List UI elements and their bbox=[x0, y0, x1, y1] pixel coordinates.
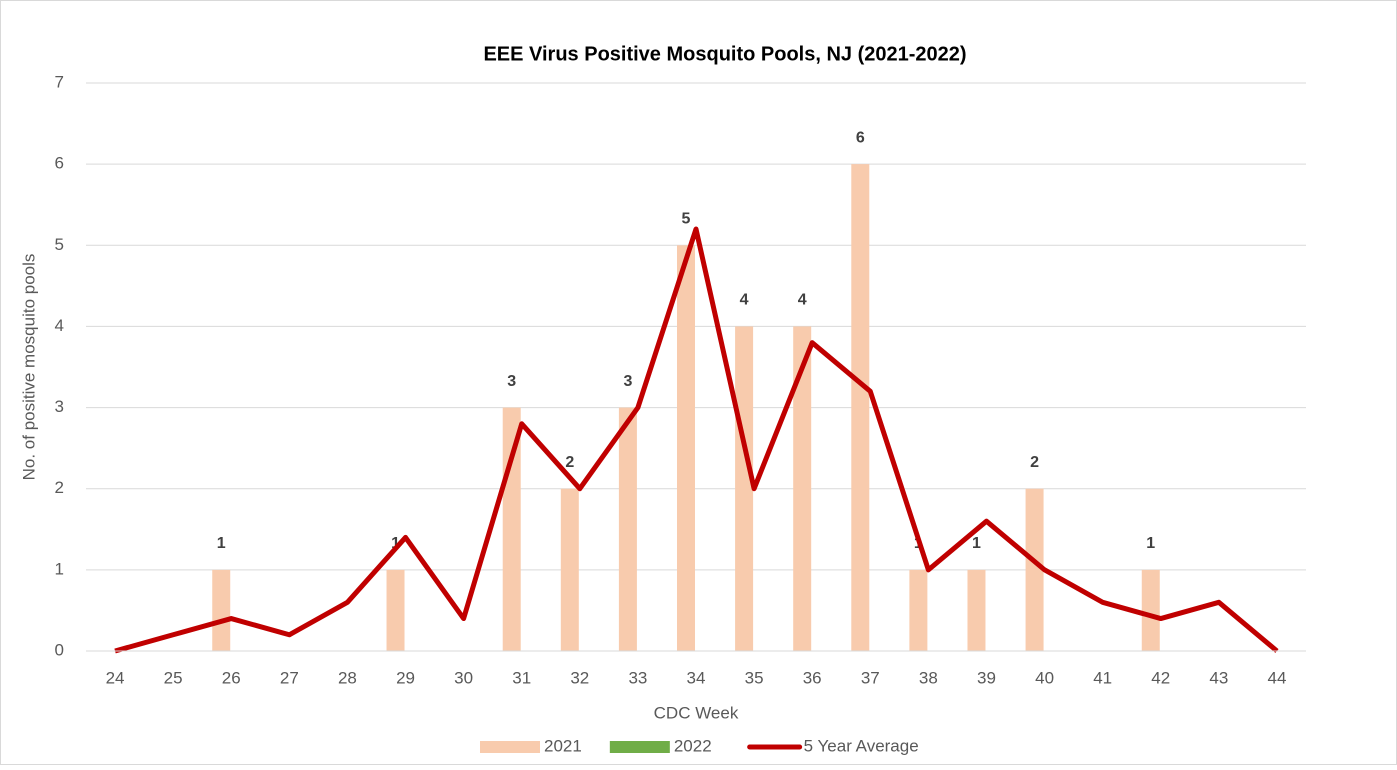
y-tick-label: 3 bbox=[55, 397, 64, 416]
data-label: 5 bbox=[682, 211, 691, 228]
bar bbox=[793, 326, 812, 651]
y-tick-label: 5 bbox=[55, 235, 64, 254]
x-axis-label: CDC Week bbox=[654, 703, 739, 722]
x-tick-label: 36 bbox=[803, 668, 822, 687]
data-label: 4 bbox=[798, 292, 807, 309]
x-tick-label: 29 bbox=[396, 668, 415, 687]
x-tick-label: 31 bbox=[512, 668, 531, 687]
y-tick-label: 1 bbox=[55, 559, 64, 578]
x-tick-label: 34 bbox=[687, 668, 706, 687]
legend-label: 2021 bbox=[544, 736, 582, 755]
data-label: 6 bbox=[856, 129, 865, 146]
x-tick-label: 44 bbox=[1267, 668, 1286, 687]
x-tick-label: 28 bbox=[338, 668, 357, 687]
x-tick-label: 32 bbox=[570, 668, 589, 687]
bar bbox=[851, 164, 870, 651]
x-tick-label: 43 bbox=[1209, 668, 1228, 687]
x-tick-label: 39 bbox=[977, 668, 996, 687]
data-label: 1 bbox=[972, 535, 981, 552]
y-axis-label: No. of positive mosquito pools bbox=[19, 254, 38, 481]
data-label: 3 bbox=[507, 373, 516, 390]
data-label: 1 bbox=[217, 535, 226, 552]
data-label: 2 bbox=[565, 454, 574, 471]
bar bbox=[618, 407, 637, 651]
data-label: 4 bbox=[740, 292, 749, 309]
bar bbox=[560, 488, 579, 651]
y-tick-label: 0 bbox=[55, 640, 64, 659]
legend-label: 2022 bbox=[674, 736, 712, 755]
data-label: 2 bbox=[1030, 454, 1039, 471]
x-tick-label: 41 bbox=[1093, 668, 1112, 687]
data-label: 1 bbox=[1146, 535, 1155, 552]
x-tick-label: 33 bbox=[628, 668, 647, 687]
bar bbox=[677, 245, 695, 652]
x-tick-label: 24 bbox=[106, 668, 125, 687]
x-tick-label: 37 bbox=[861, 668, 880, 687]
y-tick-label: 4 bbox=[55, 316, 64, 335]
x-tick-label: 42 bbox=[1151, 668, 1170, 687]
line bbox=[114, 226, 1279, 654]
x-tick-label: 40 bbox=[1035, 668, 1054, 687]
bar bbox=[212, 569, 231, 651]
data-label: 1 bbox=[391, 535, 400, 552]
bar bbox=[386, 569, 405, 651]
x-tick-label: 35 bbox=[745, 668, 764, 687]
legend-label: 5 Year Average bbox=[804, 736, 919, 755]
bar bbox=[909, 569, 928, 651]
bar bbox=[1025, 488, 1044, 651]
legend-swatch bbox=[480, 741, 540, 753]
bar bbox=[1141, 569, 1160, 651]
bar bbox=[735, 326, 754, 651]
chart-title: EEE Virus Positive Mosquito Pools, NJ (2… bbox=[483, 43, 966, 65]
x-tick-label: 30 bbox=[454, 668, 473, 687]
x-tick-label: 38 bbox=[919, 668, 938, 687]
x-tick-label: 26 bbox=[222, 668, 241, 687]
x-tick-label: 25 bbox=[164, 668, 183, 687]
bar bbox=[967, 569, 986, 651]
x-tick-label: 27 bbox=[280, 668, 299, 687]
y-tick-label: 6 bbox=[55, 154, 64, 173]
y-tick-label: 7 bbox=[55, 72, 64, 91]
data-label: 3 bbox=[623, 373, 632, 390]
legend-swatch bbox=[609, 741, 670, 753]
y-tick-label: 2 bbox=[55, 478, 64, 497]
